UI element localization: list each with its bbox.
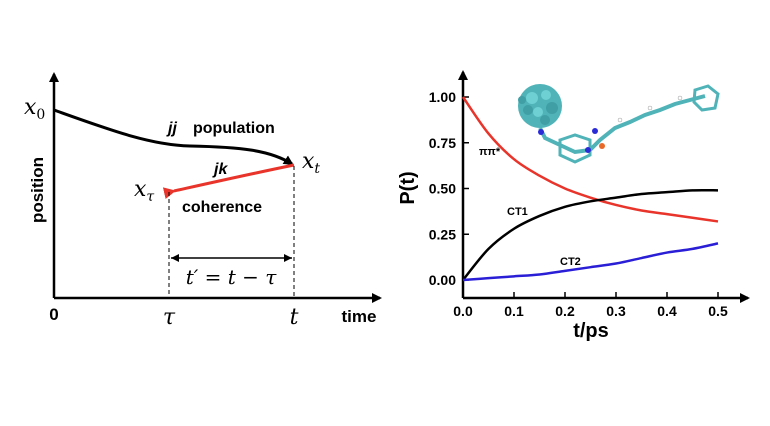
- right-x-axis-label: t/ps: [573, 320, 609, 342]
- hydrogen-atom: [617, 117, 623, 123]
- x-tick-label: 0.3: [606, 303, 626, 319]
- population-label: population: [193, 120, 275, 137]
- x-ticks: 0.0 0.1 0.2 0.3 0.4 0.5: [453, 292, 728, 319]
- molecule-tail-ring: [692, 84, 720, 112]
- coherence-label: coherence: [182, 199, 262, 216]
- oxygen-atom: [599, 143, 605, 149]
- y-tick-label: 0.25: [429, 226, 456, 242]
- nitrogen-atom: [592, 128, 598, 134]
- jj-label: jj: [166, 120, 177, 137]
- coherence-curve: [162, 163, 295, 200]
- molecule-illustration: [518, 84, 720, 164]
- hydrogen-atom: [677, 95, 683, 101]
- series-label-ct2: CT2: [560, 256, 581, 268]
- xt-label: xt: [302, 149, 320, 177]
- series-lines: [461, 96, 719, 282]
- series-label-ct1: CT1: [507, 206, 528, 218]
- y-tick-label: 0.75: [429, 135, 456, 151]
- molecule-backbone: [538, 94, 706, 155]
- left-diagram: position time 0 x0 jj population xt jk c…: [24, 72, 382, 330]
- y-tick-label: 1.00: [429, 89, 456, 105]
- xtau-label: xτ: [134, 177, 154, 205]
- right-chart: 0.0 0.1 0.2 0.3 0.4 0.5 0.000.250.500.751.00 …: [397, 70, 750, 342]
- y-tick-label: 0.50: [429, 181, 456, 197]
- nitrogen-atom: [538, 129, 544, 135]
- x-tick-label: 0.5: [708, 303, 728, 319]
- series-line-0: [461, 96, 719, 223]
- series-line-1: [462, 188, 719, 281]
- population-curve: [53, 108, 294, 166]
- left-x-axis-label: time: [342, 307, 377, 326]
- left-origin-label: 0: [49, 305, 58, 324]
- hydrogen-atom: [647, 105, 653, 111]
- tau-tick-label: τ: [163, 305, 176, 330]
- x0-label: x0: [24, 95, 45, 123]
- interval-label: t′ = t − τ: [186, 265, 278, 289]
- y-tick-label: 0.00: [429, 272, 456, 288]
- jk-label: jk: [212, 161, 228, 178]
- t-tick-label: t: [290, 305, 299, 330]
- molecule-ring: [558, 133, 592, 164]
- series-label-pipi: ππ*: [479, 146, 501, 158]
- nitrogen-atom: [585, 147, 591, 153]
- x-tick-label: 0.1: [504, 303, 524, 319]
- right-y-axis-label: P(t): [397, 171, 419, 204]
- fullerene-ball: [518, 84, 562, 128]
- series-line-2: [462, 242, 719, 282]
- x-tick-label: 0.4: [657, 303, 677, 319]
- left-y-axis-label: position: [28, 157, 47, 223]
- x-tick-label: 0.2: [555, 303, 575, 319]
- x-tick-label: 0.0: [453, 303, 473, 319]
